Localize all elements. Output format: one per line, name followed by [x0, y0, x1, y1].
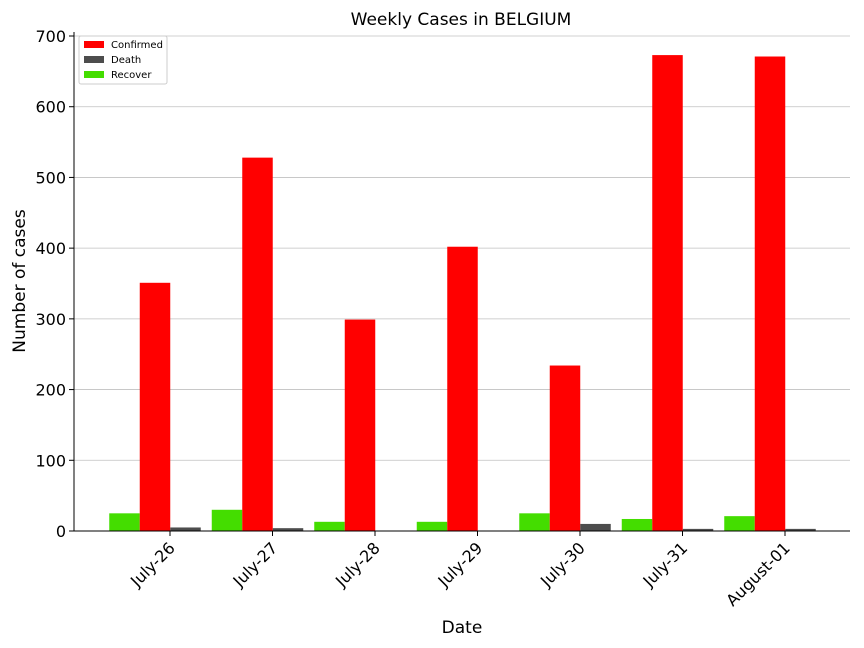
bar-recover — [416, 521, 448, 531]
legend-label-death: Death — [111, 55, 141, 66]
bar-confirmed — [242, 157, 273, 531]
bar-recover — [519, 513, 550, 531]
bar-death — [682, 528, 714, 531]
bar-recover — [621, 518, 653, 531]
y-tick-label: 200 — [35, 381, 66, 400]
legend-label-recover: Recover — [111, 70, 152, 81]
bar-recover — [314, 521, 345, 531]
y-ticks: 0 100 200 300 400 500 600 700 — [35, 27, 74, 541]
y-tick-label: 400 — [35, 239, 66, 258]
x-ticks: July-26 July-27 July-28 July-29 July-30 July-… — [126, 531, 794, 610]
y-tick-label: 100 — [35, 451, 66, 470]
y-tick-label: 300 — [35, 310, 66, 329]
bar-confirmed — [139, 282, 171, 531]
x-tick-label: August-01 — [722, 538, 794, 610]
y-axis-label: Number of cases — [10, 209, 30, 353]
bar-death — [580, 523, 611, 531]
axes — [73, 32, 850, 532]
bar-confirmed — [549, 365, 581, 531]
y-tick-label: 600 — [35, 98, 66, 117]
x-tick-label: July-27 — [229, 538, 282, 591]
bar-confirmed — [447, 246, 478, 531]
bar-death — [170, 527, 201, 531]
y-tick-label: 500 — [35, 168, 66, 187]
bar-death — [272, 528, 304, 531]
y-tick-label: 0 — [56, 522, 66, 541]
chart-title: Weekly Cases in BELGIUM — [351, 10, 572, 30]
bar-confirmed — [754, 56, 786, 531]
bar-recover — [724, 516, 755, 531]
bar-recover — [109, 513, 140, 531]
legend: Confirmed Death Recover — [78, 35, 168, 85]
x-tick-label: July-26 — [126, 538, 179, 591]
x-tick-label: July-28 — [331, 538, 384, 591]
x-tick-label: July-29 — [434, 538, 487, 591]
x-tick-label: July-30 — [536, 538, 589, 591]
y-tick-label: 700 — [35, 27, 66, 46]
bar-recover — [211, 509, 243, 531]
bar-death — [785, 528, 816, 531]
legend-swatch-recover — [84, 71, 104, 78]
legend-swatch-death — [84, 56, 104, 63]
x-axis-label: Date — [442, 618, 483, 638]
legend-label-confirmed: Confirmed — [111, 40, 163, 51]
bar-confirmed — [344, 319, 376, 531]
bar-confirmed — [652, 55, 683, 531]
legend-swatch-confirmed — [84, 41, 104, 48]
bar-series-group — [109, 55, 816, 531]
x-tick-label: July-31 — [639, 538, 692, 591]
